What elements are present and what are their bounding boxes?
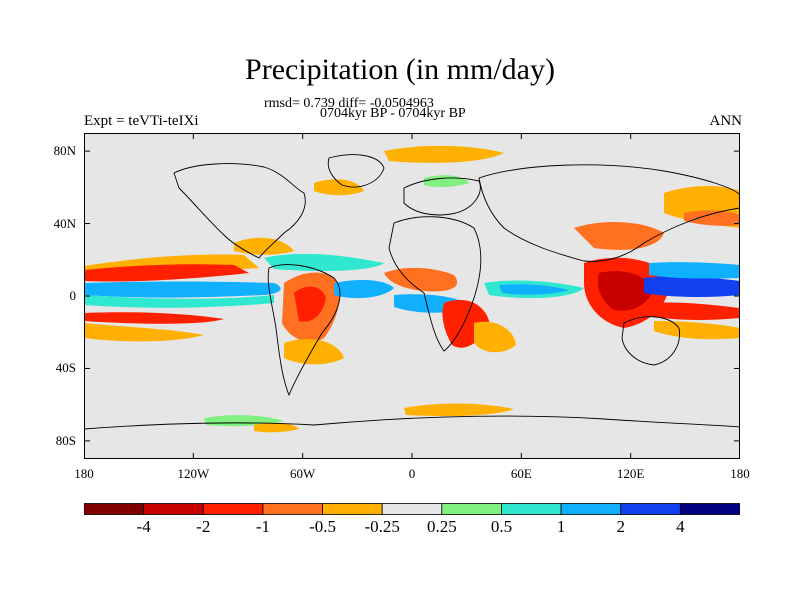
coast-europe <box>403 177 481 216</box>
colorbar-label: 1 <box>556 517 566 536</box>
precipitation-map <box>84 133 740 459</box>
field-east-pacific-south-orange <box>84 323 204 342</box>
x-tick-label: 60W <box>290 466 316 481</box>
field-east-pacific-wet-south <box>84 312 224 324</box>
y-tick-label: 80N <box>53 143 76 159</box>
coastlines <box>84 154 740 430</box>
colorbar-label: -2 <box>196 517 211 536</box>
coast-north-america <box>173 163 306 259</box>
precipitation-fields <box>84 145 740 433</box>
field-greenland-orange <box>314 179 364 196</box>
field-east-pacific-wet-strong <box>84 264 249 282</box>
field-caribbean-wet <box>234 237 294 255</box>
y-tick-label: 0 <box>69 288 77 303</box>
coast-africa <box>388 216 482 352</box>
map-title: Precipitation (in mm/day) <box>245 53 555 86</box>
coast-australia <box>621 316 680 366</box>
field-indian-dry-core <box>499 284 569 295</box>
coast-asia <box>478 164 740 262</box>
colorbar-boxes <box>84 503 740 515</box>
x-tick-label: 0 <box>408 466 416 481</box>
period-line: 0704kyr BP - 0704kyr BP <box>320 106 466 121</box>
colorbar-label: -0.25 <box>364 517 400 536</box>
experiment-label: Expt = teVTi-teIXi <box>84 113 199 129</box>
stats-line: rmsd= 0.739 diff= -0.0504963 <box>264 96 434 111</box>
field-west-pacific-south-orange <box>654 321 740 340</box>
colorbar-label: 0.5 <box>490 517 513 536</box>
coast-antarctica <box>84 415 740 430</box>
colorbar <box>84 503 740 515</box>
field-atlantic-dry-edge <box>264 253 384 271</box>
y-tick-label: 80S <box>55 432 76 448</box>
field-west-pacific-dry <box>644 275 740 298</box>
field-west-pacific-dry-edge <box>649 262 740 279</box>
y-tick-label: 40S <box>55 360 76 376</box>
colorbar-box <box>441 503 502 515</box>
field-antarctic-orange <box>254 422 299 433</box>
colorbar-label: -0.5 <box>309 517 336 536</box>
colorbar-box <box>202 503 264 515</box>
x-tick-label: 60E <box>510 466 532 481</box>
colorbar-box <box>560 503 622 515</box>
field-arctic-orange <box>384 145 504 163</box>
colorbar-label: -1 <box>255 517 270 536</box>
y-tick-label: 40N <box>53 215 76 231</box>
colorbar-box <box>84 503 145 515</box>
field-asia-wet <box>574 221 664 250</box>
x-tick-label: 180 <box>730 466 750 481</box>
colorbar-box <box>679 503 740 515</box>
colorbar-label: 4 <box>676 517 685 536</box>
colorbar-box <box>322 503 383 515</box>
field-south-africa-orange <box>474 321 516 353</box>
colorbar-label: 2 <box>616 517 625 536</box>
x-tick-label: 120W <box>177 466 210 481</box>
x-tick-label: 120E <box>616 466 645 481</box>
coast-south-america <box>267 264 341 397</box>
field-south-atlantic-wet <box>284 338 344 365</box>
field-southern-ocean-orange <box>404 403 514 417</box>
field-east-pacific-dry-inner <box>84 295 274 308</box>
colorbar-box <box>381 503 443 515</box>
field-east-pacific-dry <box>84 281 281 298</box>
colorbar-label: -4 <box>136 517 151 536</box>
colorbar-box <box>620 503 681 515</box>
colorbar-box <box>143 503 204 515</box>
field-atlantic-dry <box>334 280 394 299</box>
field-west-pacific-south-wet <box>644 302 740 320</box>
field-north-pacific-red <box>684 210 740 226</box>
colorbar-label: 0.25 <box>426 517 457 536</box>
colorbar-box <box>262 503 323 515</box>
x-tick-label: 180 <box>74 466 94 481</box>
field-south-america-core <box>294 286 326 322</box>
colorbar-box <box>501 503 562 515</box>
axis-ticks <box>84 133 740 459</box>
coast-greenland <box>327 154 385 188</box>
field-maritime-core <box>597 271 654 311</box>
season-label: ANN <box>709 113 743 129</box>
